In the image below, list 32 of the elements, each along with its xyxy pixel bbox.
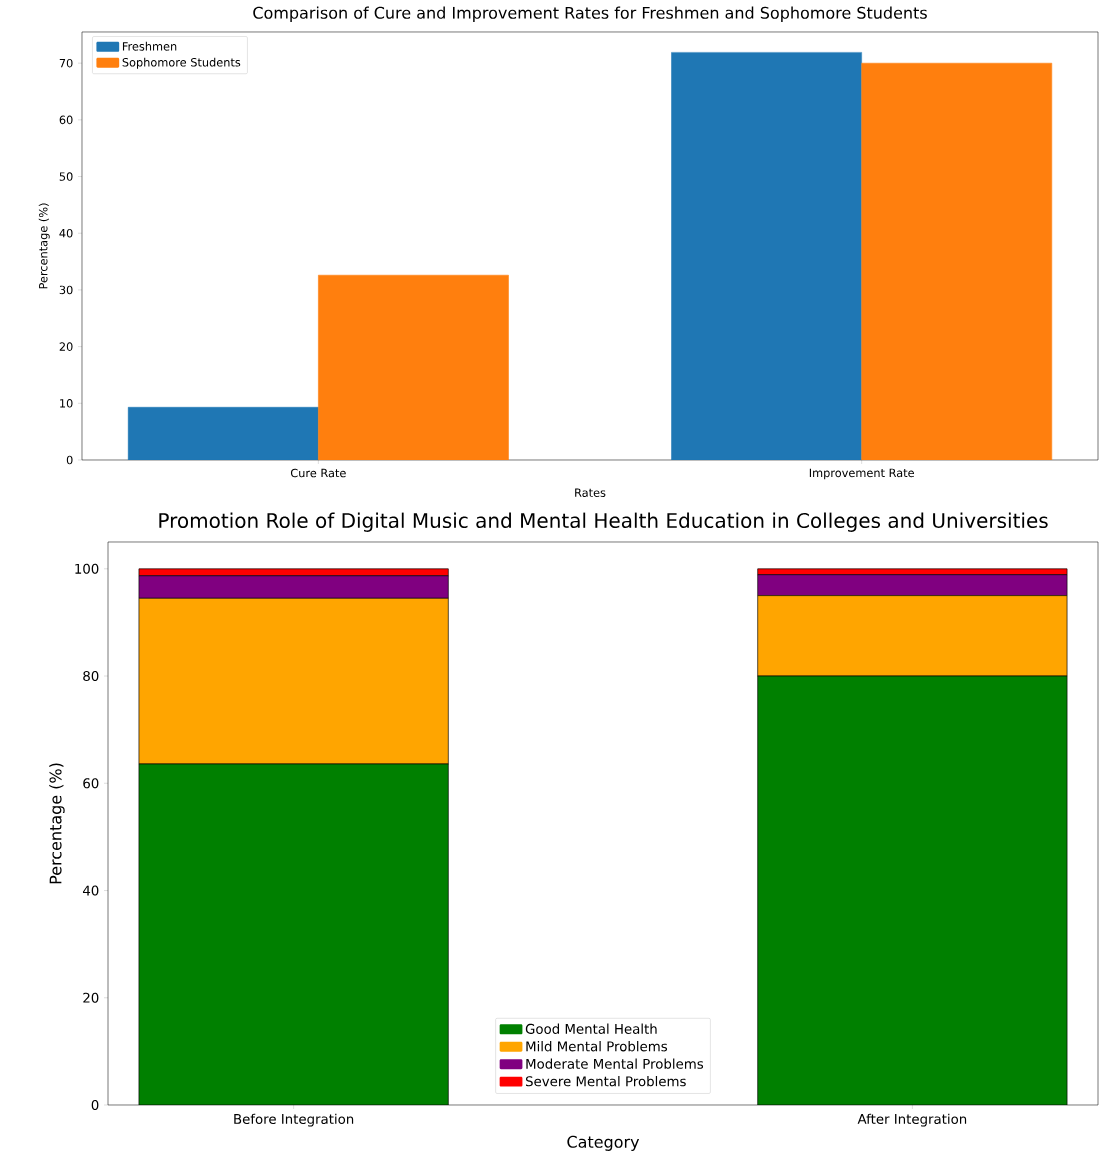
legend-label: Freshmen — [122, 41, 177, 51]
y-axis-title: Percentage (%) — [49, 763, 65, 884]
y-tick-label: 20 — [83, 992, 99, 1003]
x-tick-label: Before Integration — [234, 1113, 354, 1127]
y-tick-label: 50 — [59, 172, 73, 181]
y-tick-label: 40 — [82, 885, 99, 896]
y-tick-label: 10 — [60, 399, 73, 408]
y-tick-label: 60 — [83, 778, 99, 789]
x-tick-label: After Integration — [857, 1113, 967, 1127]
chart-title: Comparison of Cure and Improvement Rates for Freshmen and Sophomore Students — [253, 6, 927, 22]
chart-title: Promotion Role of Digital Music and Mental Health Education in Colleges and Universities — [159, 512, 1048, 532]
y-tick-label: 40 — [59, 228, 73, 238]
x-tick-label: Cure Rate — [290, 468, 346, 478]
y-tick-label: 60 — [59, 115, 73, 125]
legend-label: Good Mental Health — [525, 1023, 657, 1034]
legend-label: Sophomore Students — [122, 57, 241, 69]
bar — [138, 763, 449, 1105]
y-tick-label: 0 — [66, 455, 73, 465]
bar — [757, 675, 1068, 1105]
y-tick-label: 100 — [75, 563, 99, 574]
legend-label: Moderate Mental Problems — [526, 1058, 704, 1069]
legend-label: Mild Mental Problems — [526, 1041, 668, 1052]
y-tick-label: 80 — [83, 670, 99, 682]
legend-label: Severe Mental Problems — [525, 1076, 686, 1087]
y-tick-label: 20 — [59, 342, 73, 351]
x-axis-title: Rates — [575, 488, 606, 497]
x-axis-title: Category — [567, 1135, 640, 1151]
x-tick-label: Improvement Rate — [809, 468, 914, 480]
y-tick-label: 70 — [59, 58, 73, 68]
y-tick-label: 30 — [59, 285, 73, 295]
y-axis-title: Percentage (%) — [38, 203, 50, 289]
y-tick-label: 0 — [91, 1099, 99, 1111]
